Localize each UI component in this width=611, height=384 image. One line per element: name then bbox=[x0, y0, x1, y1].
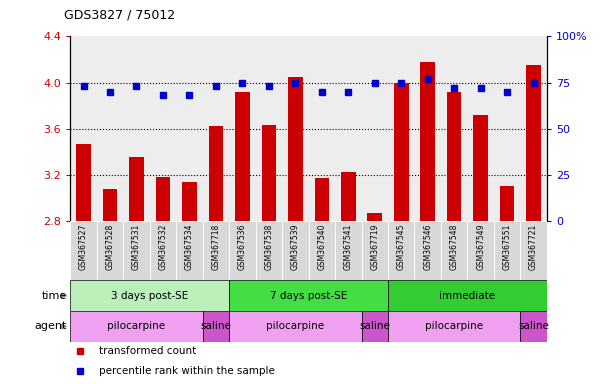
Text: transformed count: transformed count bbox=[99, 346, 196, 356]
Bar bbox=[255, 36, 282, 221]
Text: saline: saline bbox=[518, 321, 549, 331]
Bar bbox=[467, 36, 494, 221]
Text: GSM367539: GSM367539 bbox=[291, 224, 300, 270]
Bar bbox=[97, 221, 123, 280]
Bar bbox=[150, 36, 176, 221]
Bar bbox=[235, 92, 250, 221]
Text: GSM367548: GSM367548 bbox=[450, 224, 459, 270]
Text: GSM367719: GSM367719 bbox=[370, 224, 379, 270]
Bar bbox=[341, 172, 356, 221]
Bar bbox=[262, 125, 276, 221]
Bar bbox=[229, 36, 255, 221]
Bar bbox=[388, 36, 414, 221]
Bar bbox=[335, 221, 362, 280]
Bar bbox=[367, 213, 382, 221]
Bar bbox=[203, 311, 229, 342]
Bar bbox=[150, 221, 176, 280]
Bar bbox=[315, 178, 329, 221]
Bar bbox=[309, 36, 335, 221]
Text: GSM367541: GSM367541 bbox=[344, 224, 353, 270]
Bar bbox=[362, 36, 388, 221]
Text: saline: saline bbox=[200, 321, 232, 331]
Bar bbox=[282, 221, 309, 280]
Bar bbox=[103, 189, 117, 221]
Text: 7 days post-SE: 7 days post-SE bbox=[270, 291, 347, 301]
Bar bbox=[414, 36, 441, 221]
Bar bbox=[394, 83, 409, 221]
Bar bbox=[129, 157, 144, 221]
Bar bbox=[521, 311, 547, 342]
Text: pilocarpine: pilocarpine bbox=[425, 321, 483, 331]
Text: pilocarpine: pilocarpine bbox=[108, 321, 166, 331]
Bar bbox=[335, 36, 362, 221]
Bar bbox=[70, 221, 97, 280]
Bar bbox=[76, 144, 91, 221]
Bar bbox=[70, 280, 229, 311]
Bar bbox=[288, 77, 302, 221]
Text: 3 days post-SE: 3 days post-SE bbox=[111, 291, 188, 301]
Text: GSM367549: GSM367549 bbox=[476, 224, 485, 270]
Bar bbox=[494, 221, 521, 280]
Bar bbox=[414, 221, 441, 280]
Bar bbox=[526, 65, 541, 221]
Text: GSM367527: GSM367527 bbox=[79, 224, 88, 270]
Bar bbox=[282, 36, 309, 221]
Text: GSM367721: GSM367721 bbox=[529, 224, 538, 270]
Text: GSM367532: GSM367532 bbox=[158, 224, 167, 270]
Text: agent: agent bbox=[35, 321, 67, 331]
Bar bbox=[203, 36, 229, 221]
Bar bbox=[123, 36, 150, 221]
Text: pilocarpine: pilocarpine bbox=[266, 321, 324, 331]
Bar bbox=[309, 221, 335, 280]
Bar bbox=[388, 280, 547, 311]
Bar bbox=[388, 311, 521, 342]
Bar bbox=[441, 36, 467, 221]
Text: time: time bbox=[42, 291, 67, 301]
Bar bbox=[467, 221, 494, 280]
Text: GSM367718: GSM367718 bbox=[211, 224, 221, 270]
Bar bbox=[203, 221, 229, 280]
Text: GSM367540: GSM367540 bbox=[317, 224, 326, 270]
Bar bbox=[362, 311, 388, 342]
Bar bbox=[494, 36, 521, 221]
Bar bbox=[521, 221, 547, 280]
Bar bbox=[500, 186, 514, 221]
Text: saline: saline bbox=[359, 321, 390, 331]
Bar bbox=[176, 36, 203, 221]
Text: GSM367531: GSM367531 bbox=[132, 224, 141, 270]
Bar bbox=[176, 221, 203, 280]
Bar bbox=[255, 221, 282, 280]
Text: GSM367546: GSM367546 bbox=[423, 224, 432, 270]
Bar bbox=[474, 115, 488, 221]
Bar bbox=[229, 221, 255, 280]
Bar bbox=[70, 36, 97, 221]
Text: GSM367534: GSM367534 bbox=[185, 224, 194, 270]
Bar bbox=[182, 182, 197, 221]
Bar bbox=[388, 221, 414, 280]
Bar bbox=[123, 221, 150, 280]
Text: GSM367538: GSM367538 bbox=[265, 224, 273, 270]
Text: GDS3827 / 75012: GDS3827 / 75012 bbox=[64, 8, 175, 21]
Text: GSM367551: GSM367551 bbox=[503, 224, 511, 270]
Bar bbox=[441, 221, 467, 280]
Bar bbox=[229, 280, 388, 311]
Bar bbox=[521, 36, 547, 221]
Bar bbox=[229, 311, 362, 342]
Text: GSM367528: GSM367528 bbox=[106, 224, 114, 270]
Bar bbox=[420, 62, 435, 221]
Text: GSM367536: GSM367536 bbox=[238, 224, 247, 270]
Text: GSM367545: GSM367545 bbox=[397, 224, 406, 270]
Bar bbox=[447, 92, 461, 221]
Bar bbox=[208, 126, 223, 221]
Bar bbox=[362, 221, 388, 280]
Bar bbox=[70, 311, 203, 342]
Bar bbox=[97, 36, 123, 221]
Bar bbox=[156, 177, 170, 221]
Text: immediate: immediate bbox=[439, 291, 496, 301]
Text: percentile rank within the sample: percentile rank within the sample bbox=[99, 366, 275, 376]
